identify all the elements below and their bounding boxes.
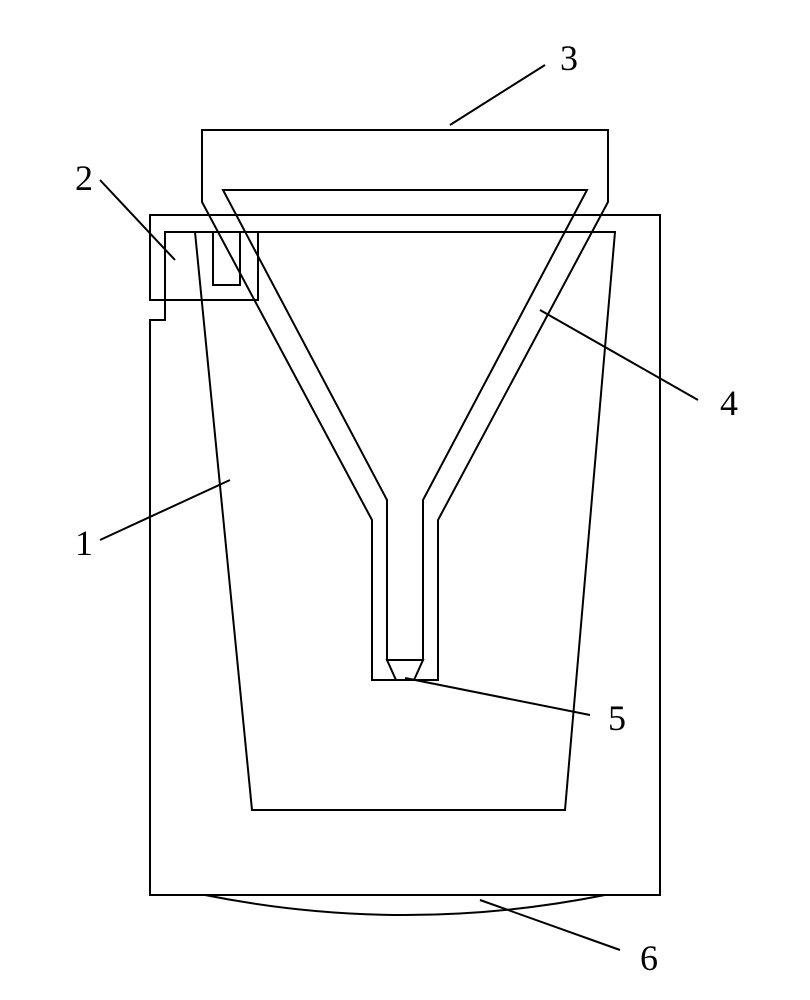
label-l6: 6 xyxy=(640,938,658,978)
shape-cup xyxy=(195,232,615,810)
shape-funnel_tip xyxy=(387,660,423,680)
leader-l3 xyxy=(450,65,545,125)
leader-l2 xyxy=(100,180,175,260)
shape-funnel_inner xyxy=(223,190,587,660)
leader-l1 xyxy=(100,480,230,540)
leader-l4 xyxy=(540,310,698,400)
label-l3: 3 xyxy=(560,38,578,78)
leader-l5 xyxy=(405,678,590,715)
leader-l6 xyxy=(480,900,620,950)
label-l4: 4 xyxy=(720,383,738,423)
shape-funnel_outer xyxy=(202,130,608,680)
shape-base_arc xyxy=(205,895,605,915)
label-l1: 1 xyxy=(75,523,93,563)
label-l5: 5 xyxy=(608,698,626,738)
label-l2: 2 xyxy=(75,158,93,198)
